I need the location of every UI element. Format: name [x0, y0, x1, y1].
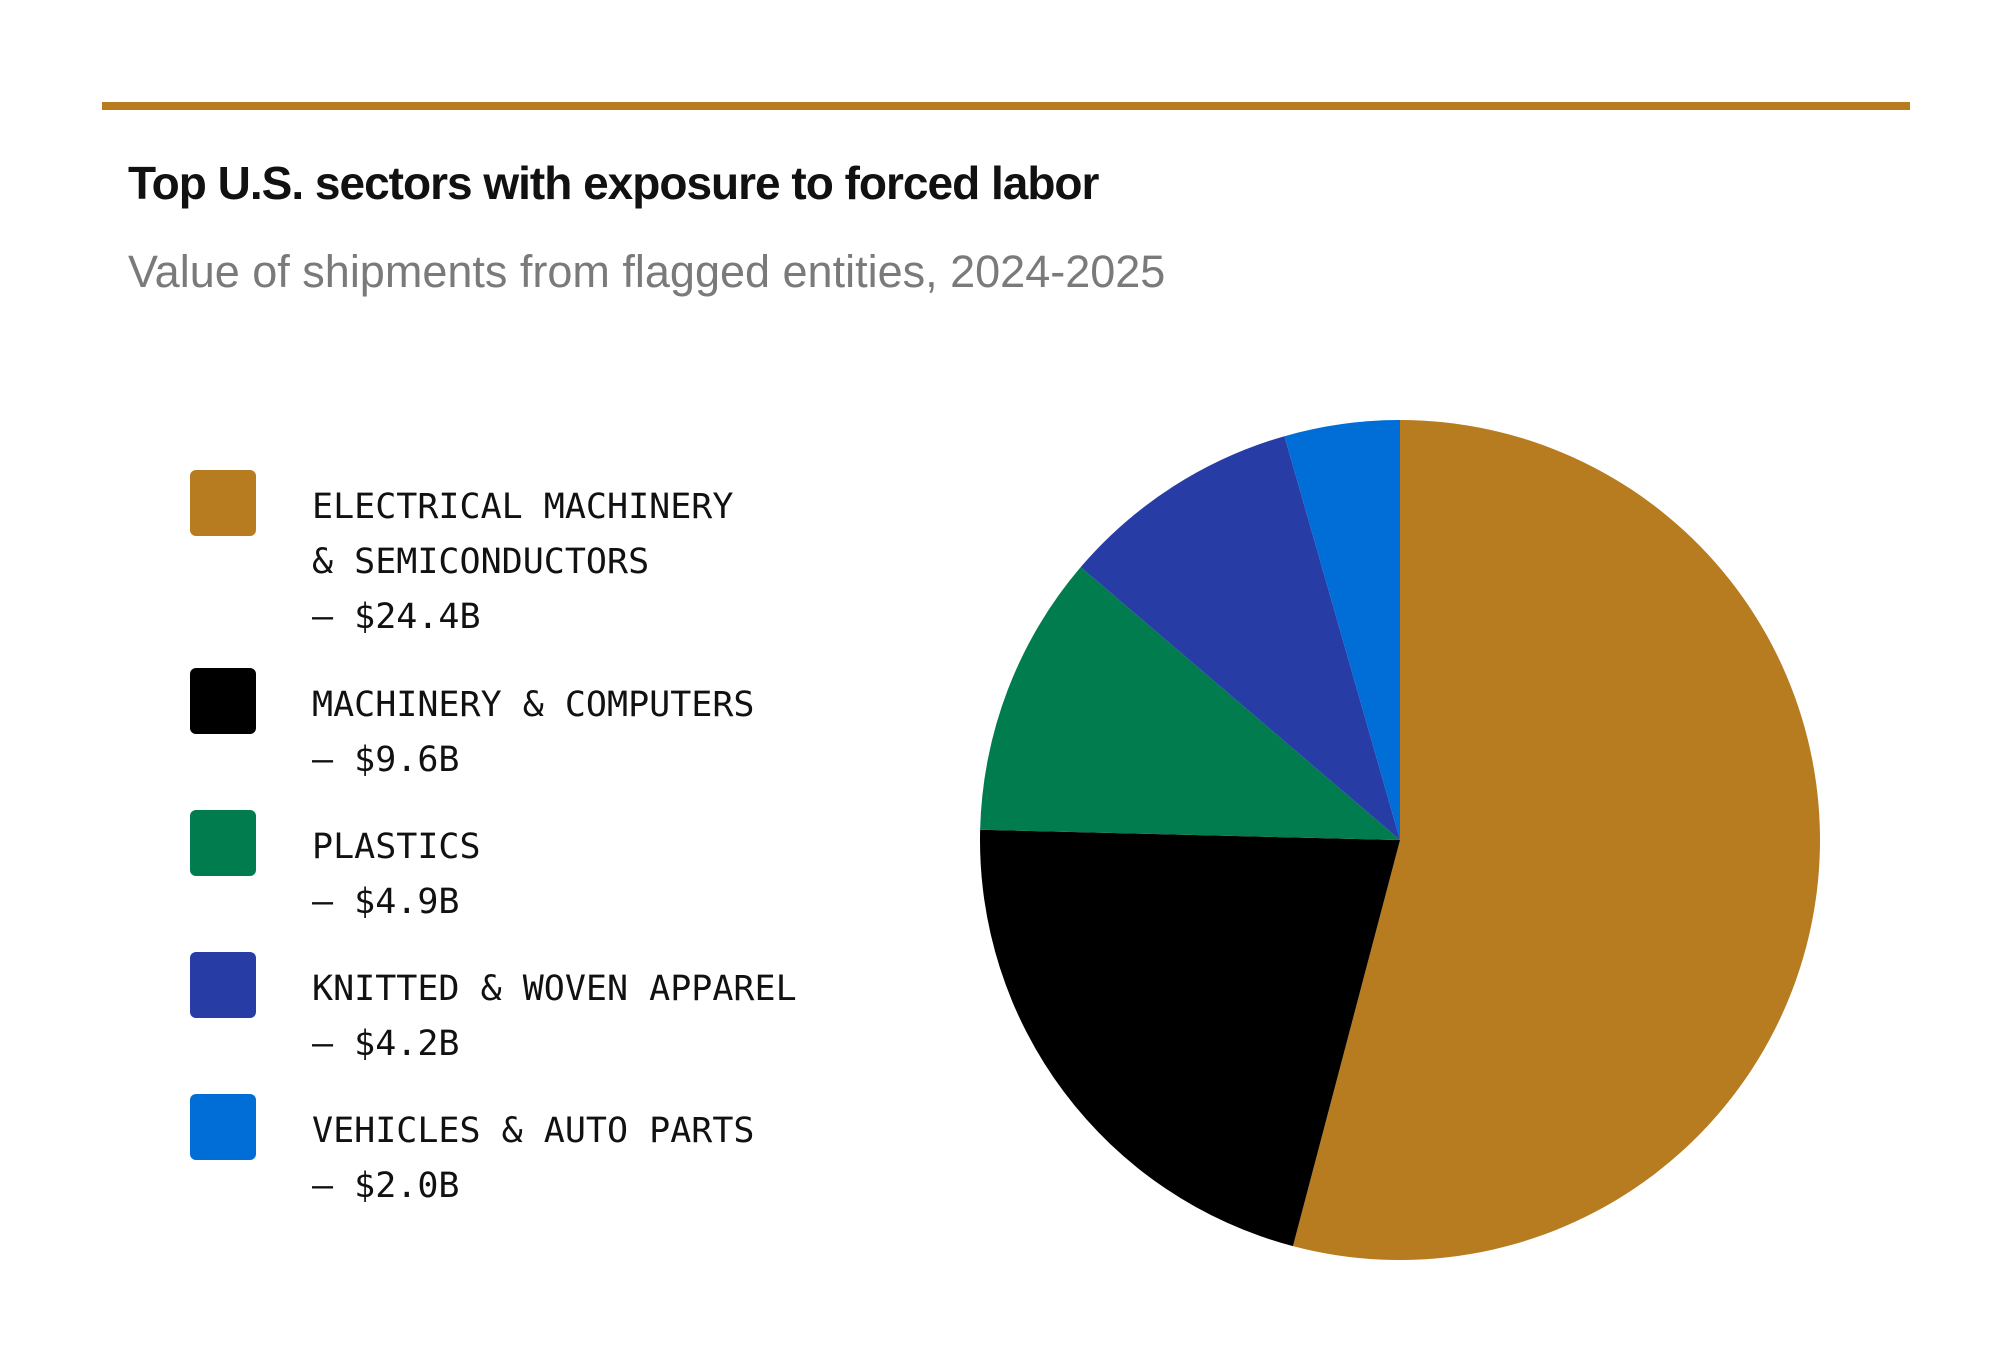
legend-label: MACHINERY & COMPUTERS — $9.6B [312, 678, 755, 788]
legend-label-line: VEHICLES & AUTO PARTS [312, 1111, 755, 1151]
legend-swatch [190, 810, 256, 876]
legend-label-line: ELECTRICAL MACHINERY [312, 487, 734, 527]
pie-slice [980, 829, 1400, 1247]
pie-slice [1292, 420, 1820, 1260]
legend-label-line: — $4.2B [312, 1024, 460, 1064]
top-accent-rule [102, 102, 1910, 110]
chart-title: Top U.S. sectors with exposure to forced… [128, 157, 1099, 209]
legend-swatch [190, 1094, 256, 1160]
legend-label-line: — $9.6B [312, 740, 460, 780]
legend-label-line: PLASTICS [312, 827, 481, 867]
legend-label-line: — $4.9B [312, 882, 460, 922]
pie-slice [980, 567, 1400, 840]
legend-label: KNITTED & WOVEN APPAREL — $4.2B [312, 962, 797, 1072]
legend-swatch [190, 668, 256, 734]
legend-label-line: & SEMICONDUCTORS [312, 542, 650, 582]
chart-subtitle: Value of shipments from flagged entities… [128, 246, 1166, 297]
legend-label: ELECTRICAL MACHINERY & SEMICONDUCTORS — $2… [312, 480, 733, 645]
legend-swatch [190, 952, 256, 1018]
legend-label: VEHICLES & AUTO PARTS — $2.0B [312, 1104, 755, 1214]
legend-label: PLASTICS — $4.9B [312, 820, 481, 930]
pie-slice [1080, 436, 1400, 840]
legend-label-line: MACHINERY & COMPUTERS [312, 685, 755, 725]
legend-label-line: — $24.4B [312, 597, 481, 637]
legend-swatch [190, 470, 256, 536]
pie-chart [980, 420, 1820, 1260]
legend-label-line: KNITTED & WOVEN APPAREL [312, 969, 797, 1009]
pie-slice [1284, 420, 1400, 840]
legend-label-line: — $2.0B [312, 1166, 460, 1206]
